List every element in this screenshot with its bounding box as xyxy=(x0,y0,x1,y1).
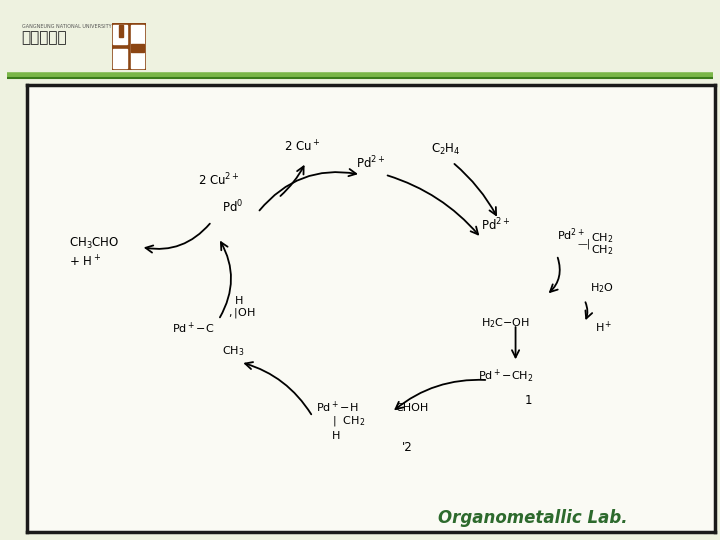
Text: GANGNEUNG NATIONAL UNIVERSITY: GANGNEUNG NATIONAL UNIVERSITY xyxy=(22,24,111,29)
Text: 강릉대학교: 강릉대학교 xyxy=(22,30,67,45)
FancyArrowPatch shape xyxy=(387,176,478,234)
Text: $,$$|$OH: $,$$|$OH xyxy=(228,306,256,320)
Text: CH$_2$: CH$_2$ xyxy=(591,244,613,258)
Text: H: H xyxy=(235,296,243,306)
FancyArrowPatch shape xyxy=(395,380,485,409)
Text: H$_2$O: H$_2$O xyxy=(590,282,613,295)
Text: CH$_2$: CH$_2$ xyxy=(591,231,613,245)
Text: 1: 1 xyxy=(524,394,531,407)
Text: + H$^+$: + H$^+$ xyxy=(68,254,101,269)
Text: Pd$^{2+}$: Pd$^{2+}$ xyxy=(356,154,386,171)
Text: Pd$^{2+}$: Pd$^{2+}$ xyxy=(481,217,510,234)
Text: H$^+$: H$^+$ xyxy=(595,320,612,335)
Bar xyxy=(113,25,127,44)
Text: '2: '2 xyxy=(402,441,413,454)
FancyArrowPatch shape xyxy=(245,362,311,414)
Text: Pd$^+$$-$H: Pd$^+$$-$H xyxy=(316,400,359,415)
Bar xyxy=(119,25,122,37)
FancyArrowPatch shape xyxy=(550,258,559,292)
FancyArrowPatch shape xyxy=(259,169,356,211)
Text: CHOH: CHOH xyxy=(395,403,428,413)
FancyArrowPatch shape xyxy=(145,224,210,253)
FancyArrowPatch shape xyxy=(280,166,304,196)
Bar xyxy=(113,49,127,68)
FancyArrowPatch shape xyxy=(585,302,592,319)
Text: Pd$^0$: Pd$^0$ xyxy=(222,198,243,215)
FancyArrowPatch shape xyxy=(454,164,496,215)
Text: C$_2$H$_4$: C$_2$H$_4$ xyxy=(431,141,460,157)
Text: $|$  CH$_2$: $|$ CH$_2$ xyxy=(332,414,365,428)
Text: CH$_3$CHO: CH$_3$CHO xyxy=(68,237,119,252)
Text: Pd$^+$$-$CH$_2$: Pd$^+$$-$CH$_2$ xyxy=(478,368,534,385)
FancyArrowPatch shape xyxy=(512,327,519,357)
Text: CH$_3$: CH$_3$ xyxy=(222,344,245,358)
Text: 2 Cu$^+$: 2 Cu$^+$ xyxy=(284,139,320,154)
Bar xyxy=(130,25,145,68)
Text: $\mathregular{—|}$: $\mathregular{—|}$ xyxy=(577,237,591,251)
Text: Organometallic Lab.: Organometallic Lab. xyxy=(438,509,628,527)
Text: Pd$^+$$-$C: Pd$^+$$-$C xyxy=(172,321,214,336)
Text: H: H xyxy=(332,431,341,441)
Bar xyxy=(130,44,145,52)
Text: H$_2$C$-$OH: H$_2$C$-$OH xyxy=(481,316,530,330)
FancyArrowPatch shape xyxy=(220,242,231,318)
Text: Pd$^{2+}$: Pd$^{2+}$ xyxy=(557,227,585,243)
Text: 2 Cu$^{2+}$: 2 Cu$^{2+}$ xyxy=(197,171,240,188)
